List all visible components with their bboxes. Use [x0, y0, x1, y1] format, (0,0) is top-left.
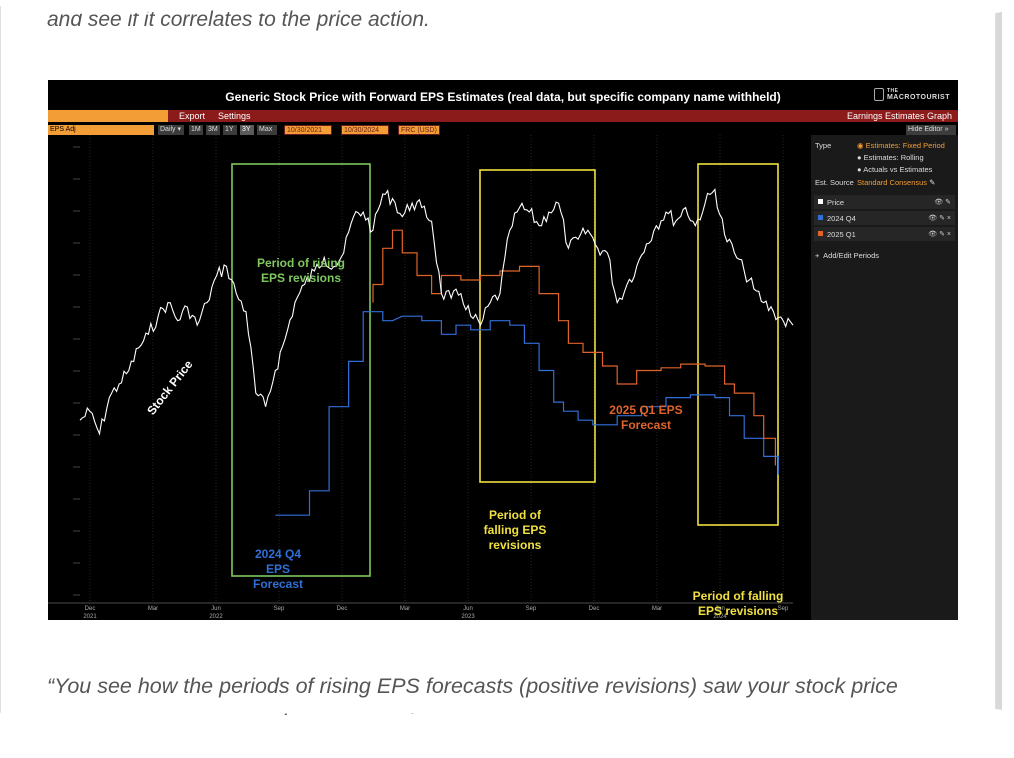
type-option-rolling-label: Estimates: Rolling [863, 153, 924, 162]
eye-pencil-close-icon[interactable]: 👁 ✎ × [928, 231, 951, 238]
series-label: 2024 Q4 [827, 214, 856, 223]
series-row-2025q1[interactable]: 2025 Q1 👁 ✎ × [814, 227, 955, 241]
highlight-box-rising [231, 163, 371, 577]
annotation-label: Period of rising [257, 256, 345, 270]
x-tick-year: 2022 [209, 614, 223, 620]
range-max[interactable]: Max [257, 125, 277, 135]
type-option-fixed-label: Estimates: Fixed Period [865, 141, 945, 150]
x-tick-label: Mar [148, 606, 158, 612]
eye-pencil-close-icon[interactable]: 👁 ✎ × [928, 215, 951, 222]
article-quote-line1: “You see how the periods of rising EPS f… [47, 674, 898, 698]
range-1y[interactable]: 1Y [223, 125, 237, 135]
x-tick-year: 2021 [83, 614, 97, 620]
x-tick-label: Mar [652, 606, 662, 612]
series-line-2024-q4 [275, 311, 779, 516]
start-date-field[interactable]: 10/30/2021 [284, 125, 332, 135]
x-tick-year: 2024 [713, 614, 727, 620]
editor-panel: Type ◉ Estimates: Fixed Period ● Estimat… [811, 135, 958, 620]
annotation-label: 2025 Q1 EPS [609, 403, 682, 417]
x-tick-label: Sep [778, 606, 789, 612]
est-source-value[interactable]: Standard Consensus ✎ [857, 178, 935, 187]
radio-icon: ● [857, 153, 862, 162]
x-tick-label: Dec [337, 606, 348, 612]
logo-text: MACROTOURIST [886, 94, 950, 101]
annotation-label: Forecast [253, 577, 303, 591]
annotation-label: Period of [489, 508, 542, 522]
frequency-select[interactable]: Daily ▾ [158, 125, 184, 135]
range-1m[interactable]: 1M [189, 125, 203, 135]
radio-selected-icon: ◉ [857, 141, 864, 150]
series-line-price [79, 188, 794, 436]
x-tick-label: Jun [211, 606, 221, 612]
x-tick-label: Jun [463, 606, 473, 612]
price-color-swatch [818, 199, 823, 204]
plot-background [48, 135, 811, 620]
end-date-field[interactable]: 10/30/2024 [341, 125, 389, 135]
macrotourist-logo: THE MACROTOURIST [873, 88, 950, 101]
annotation-label: 2024 Q4 [255, 547, 301, 561]
pencil-icon: ✎ [929, 178, 936, 187]
type-option-fixed[interactable]: ◉ Estimates: Fixed Period [857, 141, 945, 150]
annotation-label: falling EPS [484, 523, 547, 537]
range-3m[interactable]: 3M [206, 125, 220, 135]
hide-editor-label: Hide Editor [908, 126, 943, 133]
torn-edge-bottom [0, 706, 1014, 744]
chart-terminal: Generic Stock Price with Forward EPS Est… [48, 80, 958, 620]
series-row-2024q4[interactable]: 2024 Q4 👁 ✎ × [814, 211, 955, 225]
menu-bar-accent [48, 110, 168, 122]
settings-menu[interactable]: Settings [218, 111, 251, 121]
chart-title: Generic Stock Price with Forward EPS Est… [225, 90, 781, 104]
highlight-box-falling-2 [697, 163, 779, 526]
currency-field[interactable]: FRC (USD) [398, 125, 440, 135]
series-label: Price [827, 198, 845, 207]
series-line-2025-q1 [372, 229, 776, 466]
annotation-label: Period of falling [693, 589, 784, 603]
x-tick-label: Sep [274, 606, 285, 612]
torn-edge-top [0, 0, 1014, 16]
x-tick-label: Sep [526, 606, 537, 612]
annotation-label: EPS [266, 562, 290, 576]
range-3y[interactable]: 3Y [240, 125, 254, 135]
x-tick-label: Mar [400, 606, 410, 612]
annotation-label: EPS revisions [261, 271, 341, 285]
series-label: 2025 Q1 [827, 230, 856, 239]
earnings-graph-label: Earnings Estimates Graph [846, 111, 952, 121]
logo-small-text: THE [886, 88, 899, 94]
page-sheet: and see if it correlates to the price ac… [0, 0, 996, 734]
q4-color-swatch [818, 215, 823, 220]
annotation-label: revisions [489, 538, 542, 552]
export-menu[interactable]: Export [179, 111, 206, 121]
field-select[interactable]: EPS Adj [48, 125, 154, 135]
article-text-top: and see if it correlates to the price ac… [47, 8, 430, 31]
est-source-text: Standard Consensus [857, 178, 928, 187]
eye-pencil-icon[interactable]: 👁 ✎ [934, 199, 951, 206]
hide-editor-button[interactable]: Hide Editor » [906, 125, 956, 135]
q1-color-swatch [818, 231, 823, 236]
frequency-label: Daily [160, 126, 176, 133]
highlight-box-falling-1 [479, 169, 596, 483]
menu-bar [48, 110, 958, 122]
type-option-actuals-label: Actuals vs Estimates [863, 165, 933, 174]
est-source-label: Est. Source [815, 178, 854, 187]
x-tick-year: 2023 [461, 614, 475, 620]
type-option-actuals[interactable]: ● Actuals vs Estimates [857, 165, 932, 174]
x-tick-label: Jun [715, 606, 725, 612]
x-tick-label: Dec [589, 606, 600, 612]
add-periods-label: Add/Edit Periods [823, 251, 880, 260]
type-option-rolling[interactable]: ● Estimates: Rolling [857, 153, 924, 162]
add-periods-link[interactable]: + Add/Edit Periods [815, 251, 879, 260]
luggage-icon [873, 88, 884, 101]
type-label: Type [815, 141, 832, 150]
x-tick-label: Dec [85, 606, 96, 612]
series-row-price[interactable]: Price 👁 ✎ [814, 195, 955, 209]
annotation-label: Forecast [621, 418, 671, 432]
chart-plot: Dec 2021 Mar Jun 2022 Sep Dec Mar Jun 2023 Sep Dec M… [48, 135, 811, 620]
plus-icon: + [815, 251, 820, 260]
annotation-label: EPS revisions [698, 604, 778, 618]
radio-icon: ● [857, 165, 862, 174]
